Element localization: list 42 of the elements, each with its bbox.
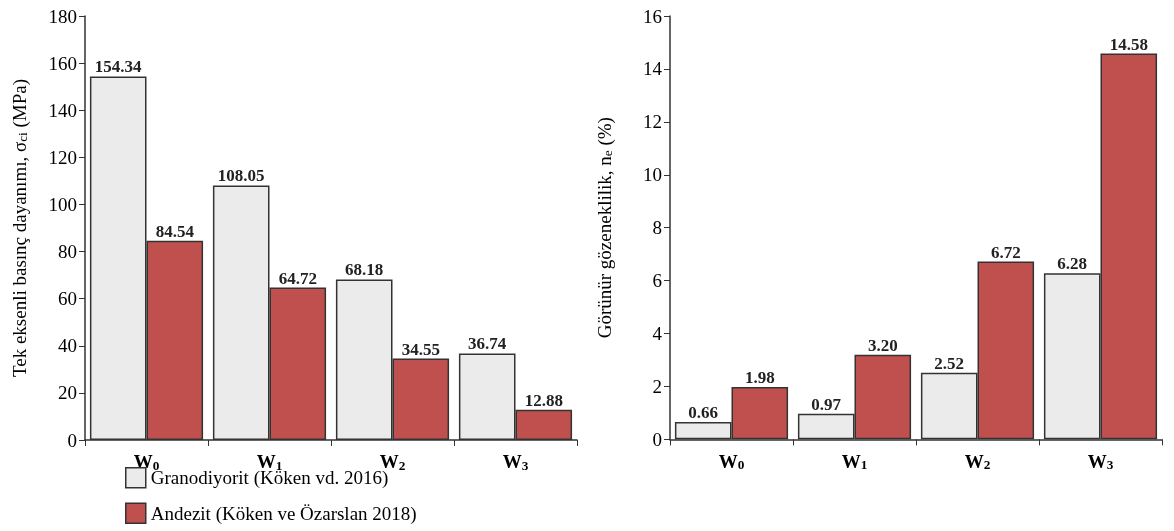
data-label: 0.97 (811, 394, 842, 414)
data-label: 14.58 (1109, 34, 1148, 54)
x-tick-label: W1 (841, 450, 868, 472)
y-tick-label: 0 (652, 428, 662, 450)
y-tick-label: 100 (48, 193, 77, 215)
y-tick-label: 20 (58, 382, 77, 404)
y-tick-label: 2 (652, 375, 662, 397)
y-tick-label: 14 (643, 58, 663, 80)
y-tick-label: 0 (67, 429, 77, 451)
data-label: 84.54 (155, 221, 195, 241)
y-tick-label: 12 (643, 111, 662, 133)
data-label: 6.28 (1057, 254, 1088, 274)
x-tick-label: W3 (502, 451, 529, 473)
y-tick-label: 40 (58, 335, 77, 357)
y-tick-label: 8 (652, 217, 662, 239)
y-tick-label: 140 (48, 99, 77, 121)
y-tick-label: 10 (643, 164, 662, 186)
y-tick-label: 4 (652, 323, 663, 345)
y-tick-label: 6 (652, 270, 662, 292)
x-tick-label: W3 (1087, 450, 1114, 472)
y-tick-label: 160 (48, 52, 77, 74)
data-label: 2.52 (934, 353, 965, 373)
x-tick-label: W2 (964, 450, 991, 472)
data-label: 12.88 (524, 390, 563, 410)
legend-label: Andezit (Köken ve Özarslan 2018) (150, 502, 417, 525)
x-tick-label: W0 (718, 450, 745, 472)
data-label: 36.74 (468, 334, 507, 354)
data-label: 64.72 (278, 268, 317, 288)
y-tick-label: 16 (643, 5, 662, 27)
y-tick-label: 60 (58, 288, 77, 310)
data-label: 0.66 (688, 402, 719, 422)
y-tick-label: 180 (48, 5, 77, 27)
data-label: 6.72 (990, 242, 1021, 262)
data-label: 154.34 (94, 57, 143, 77)
data-label: 34.55 (401, 339, 440, 359)
y-tick-label: 120 (48, 146, 77, 168)
data-label: 3.20 (867, 335, 898, 355)
data-label: 108.05 (217, 166, 265, 186)
y-tick-label: 80 (58, 241, 77, 263)
data-label: 1.98 (744, 367, 775, 387)
data-label: 68.18 (345, 260, 384, 280)
y-axis-title: Görünür gözeneklilik, ne (%) (593, 117, 616, 339)
